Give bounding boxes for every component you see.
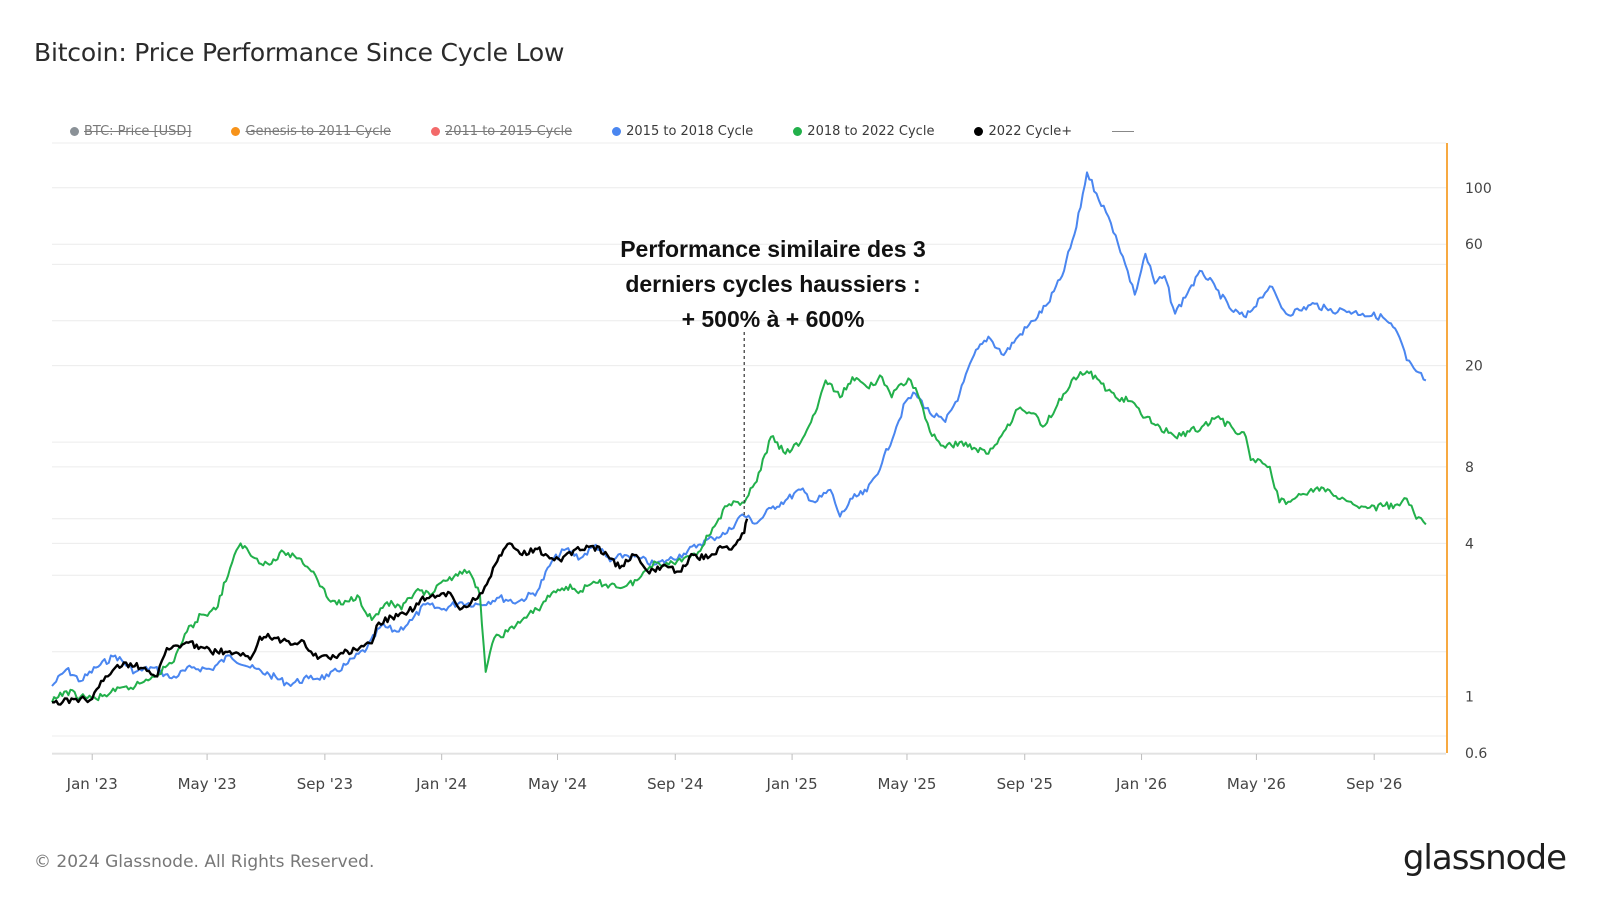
legend-label-2018-2022: 2018 to 2022 Cycle [807, 124, 935, 139]
legend-label-2022-cycle: 2022 Cycle+ [988, 124, 1073, 139]
x-tick-label: May '23 [178, 775, 237, 793]
x-tick-label: Sep '24 [647, 775, 703, 793]
legend-item-btc-price[interactable]: BTC: Price [USD] [70, 124, 191, 139]
legend-line-marker [1112, 131, 1135, 132]
glassnode-logo: glassnode [1402, 838, 1567, 878]
x-tick-label: May '26 [1227, 775, 1286, 793]
legend-label-btc-price: BTC: Price [USD] [84, 124, 192, 139]
annotation-line-3: + 500% à + 600% [681, 306, 865, 332]
legend-item-2018-2022[interactable]: 2018 to 2022 Cycle [793, 124, 934, 139]
annotation-text: Performance similaire des 3 derniers cyc… [593, 232, 953, 337]
legend-label-2015-2018: 2015 to 2018 Cycle [626, 124, 754, 139]
series-line-2018-to-2022-cycle[interactable] [51, 370, 1427, 703]
legend-dot-2022-cycle [974, 127, 984, 136]
chart-title: Bitcoin: Price Performance Since Cycle L… [34, 38, 565, 67]
series-lines [51, 171, 1427, 706]
y-tick-label: 1 [1465, 690, 1474, 706]
x-tick-label: Sep '23 [297, 775, 353, 793]
x-tick-label: May '24 [528, 775, 587, 793]
legend-label-genesis-2011: Genesis to 2011 Cycle [245, 124, 391, 139]
series-line-2015-to-2018-cycle[interactable] [51, 171, 1427, 687]
x-tick-label: Jan '23 [66, 775, 118, 793]
copyright-footer: © 2024 Glassnode. All Rights Reserved. [34, 852, 375, 872]
x-tick-label: Sep '26 [1346, 775, 1402, 793]
legend-dot-btc-price [70, 127, 79, 136]
legend-dot-2018-2022 [793, 127, 803, 136]
x-tick-label: Jan '25 [766, 775, 818, 793]
legend-item-genesis-2011[interactable]: Genesis to 2011 Cycle [231, 124, 391, 139]
series-line-2022-cycle-[interactable] [51, 518, 749, 706]
y-tick-label: 0.6 [1465, 746, 1487, 762]
y-tick-label: 100 [1465, 181, 1492, 197]
x-tick-label: Jan '26 [1115, 775, 1167, 793]
legend-item-2022-cycle[interactable]: 2022 Cycle+ [974, 124, 1072, 139]
legend-item-2011-2015[interactable]: 2011 to 2015 Cycle [430, 124, 573, 139]
annotation-line-2: derniers cycles haussiers : [625, 271, 921, 297]
annotation-line-1: Performance similaire des 3 [620, 236, 926, 262]
x-tick-label: Sep '25 [997, 775, 1053, 793]
y-tick-label: 8 [1465, 460, 1474, 476]
x-axis: Jan '23 May '23 Sep '23 Jan '24 May '24 Sep '… [52, 753, 1446, 793]
grid-lines [52, 142, 1446, 754]
legend-item-2015-2018[interactable]: 2015 to 2018 Cycle [612, 124, 753, 139]
x-tick-label: Jan '24 [415, 775, 467, 793]
legend-dot-2015-2018 [612, 127, 622, 136]
legend: BTC: Price [USD] Genesis to 2011 Cycle 2… [70, 124, 1174, 139]
y-tick-label: 4 [1465, 536, 1474, 552]
legend-dot-genesis-2011 [231, 127, 241, 136]
y-tick-label: 20 [1465, 359, 1483, 375]
legend-label-2011-2015: 2011 to 2015 Cycle [444, 124, 573, 139]
y-axis: 0.6 1 4 8 20 60 100 [1446, 143, 1492, 762]
legend-dot-2011-2015 [430, 127, 440, 136]
legend-item-extra[interactable] [1112, 131, 1135, 132]
x-tick-label: May '25 [877, 775, 936, 793]
y-tick-label: 60 [1465, 237, 1483, 253]
